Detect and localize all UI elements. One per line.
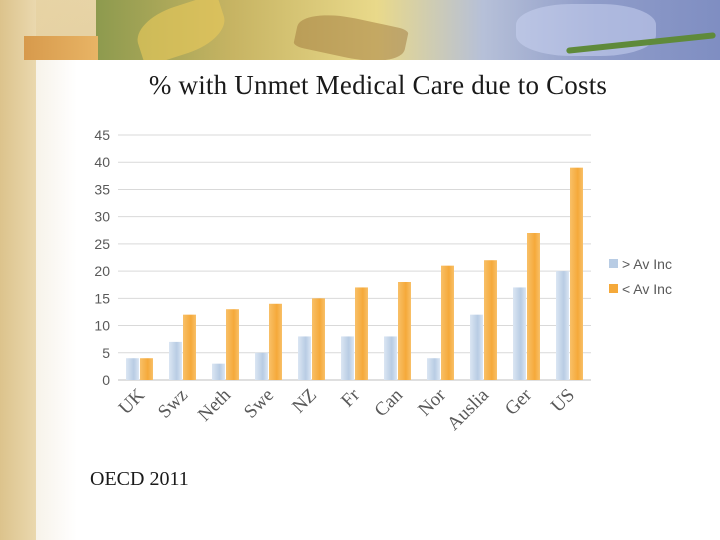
y-tick-label: 0 <box>102 372 110 388</box>
y-tick-label: 35 <box>94 181 110 197</box>
x-category-label: Swz <box>154 385 192 423</box>
bar-above-avg-inc-swe <box>255 352 268 380</box>
y-tick-label: 30 <box>94 209 110 225</box>
bar-above-avg-inc-neth <box>212 363 225 380</box>
chart-gridlines <box>118 134 591 381</box>
bar-above-avg-inc-fr <box>341 336 354 380</box>
bar-below-avg-inc-us <box>570 167 583 380</box>
x-category-label: Auslia <box>443 384 493 434</box>
x-category-label: US <box>547 385 579 417</box>
chart-legend: > Av Inc < Av Inc <box>609 256 672 297</box>
x-category-label: Ger <box>501 384 536 419</box>
slide-panel <box>36 60 720 540</box>
bar-above-avg-inc-nor <box>427 358 440 380</box>
legend-label: < Av Inc <box>622 281 672 297</box>
y-tick-label: 20 <box>94 263 110 279</box>
bar-above-avg-inc-ger <box>513 287 526 380</box>
x-category-label: Swe <box>240 385 278 423</box>
legend-swatch <box>609 259 618 268</box>
bar-below-avg-inc-neth <box>226 309 239 380</box>
decorative-banner <box>96 0 720 60</box>
bar-below-avg-inc-auslia <box>484 260 497 380</box>
source-citation: OECD 2011 <box>90 468 189 490</box>
bar-above-avg-inc-swz <box>169 341 182 380</box>
banner-tab-decoration <box>24 36 98 60</box>
y-axis-ticks: 0 5 10 15 20 25 30 35 40 45 <box>94 127 110 388</box>
bar-above-avg-inc-uk <box>126 358 139 380</box>
x-category-label: NZ <box>288 385 321 418</box>
y-tick-label: 5 <box>102 345 110 361</box>
x-category-label: Neth <box>194 384 235 425</box>
chart-bars <box>126 167 583 380</box>
bar-below-avg-inc-swe <box>269 303 282 380</box>
bar-below-avg-inc-nz <box>312 298 325 380</box>
left-border-strip <box>0 0 36 540</box>
bar-below-avg-inc-can <box>398 282 411 380</box>
y-tick-label: 25 <box>94 236 110 252</box>
y-tick-label: 10 <box>94 318 110 334</box>
y-tick-label: 45 <box>94 127 110 143</box>
bar-below-avg-inc-fr <box>355 287 368 380</box>
bar-above-avg-inc-auslia <box>470 314 483 380</box>
bar-below-avg-inc-ger <box>527 233 540 380</box>
legend-swatch <box>609 284 618 293</box>
x-category-label: Can <box>371 384 408 421</box>
bar-above-avg-inc-nz <box>298 336 311 380</box>
legend-label: > Av Inc <box>622 256 672 272</box>
bar-below-avg-inc-uk <box>140 358 153 380</box>
slide-title: % with Unmet Medical Care due to Costs <box>148 70 608 100</box>
y-tick-label: 40 <box>94 154 110 170</box>
x-category-label: Nor <box>414 384 450 420</box>
x-category-label: UK <box>115 384 149 418</box>
x-category-label: Fr <box>337 384 364 411</box>
bar-below-avg-inc-swz <box>183 314 196 380</box>
y-tick-label: 15 <box>94 290 110 306</box>
bar-below-avg-inc-nor <box>441 265 454 380</box>
bar-above-avg-inc-us <box>556 271 569 380</box>
bar-above-avg-inc-can <box>384 336 397 380</box>
